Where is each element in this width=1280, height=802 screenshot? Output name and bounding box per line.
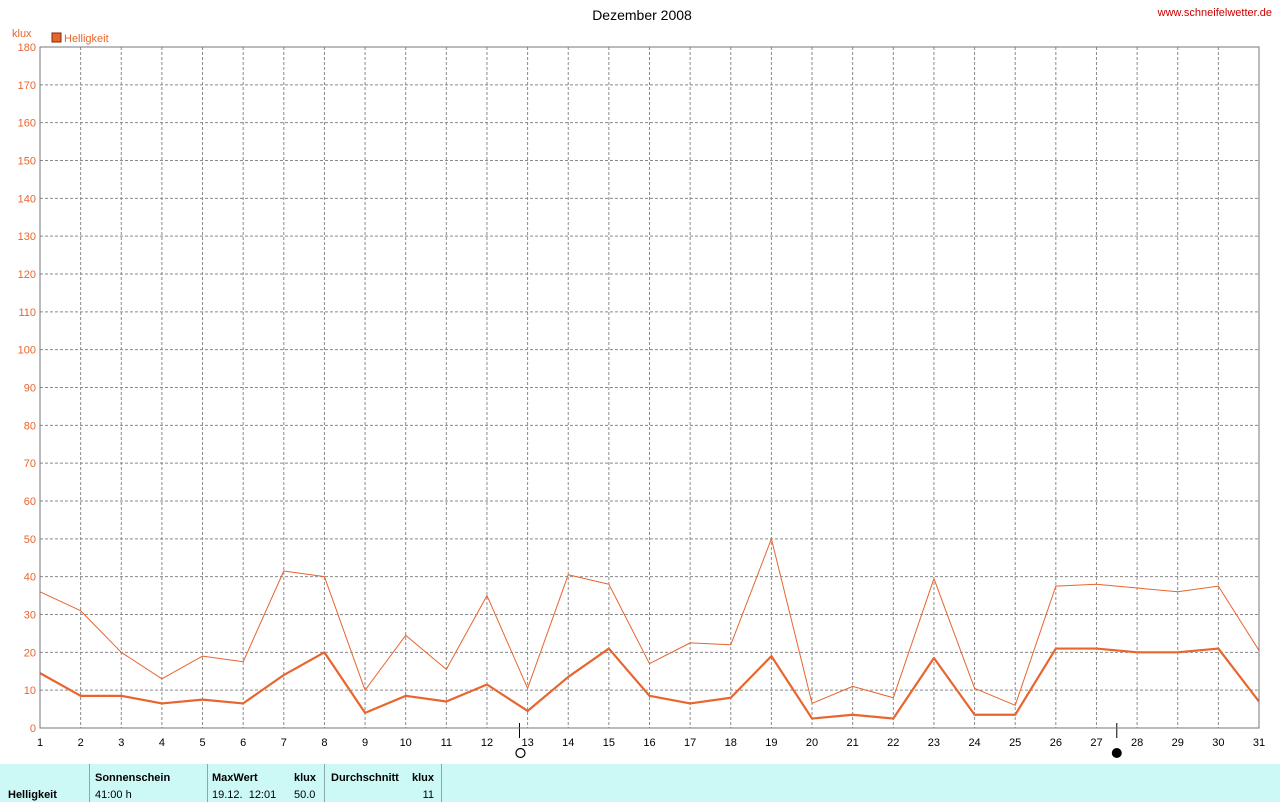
x-tick-label: 22 [887, 737, 899, 749]
y-tick-label: 80 [24, 420, 36, 432]
statistics-footer: Helligkeit Sonnenschein 41:00 h MaxWert … [0, 764, 1280, 802]
avg-header: Durchschnitt [331, 772, 399, 784]
footer-divider [441, 764, 442, 802]
max-header: MaxWert [212, 772, 258, 784]
max-value: 50.0 [294, 789, 316, 801]
y-tick-label: 140 [18, 193, 36, 205]
y-tick-label: 50 [24, 534, 36, 546]
new-moon-icon [1111, 748, 1122, 758]
x-tick-label: 30 [1212, 737, 1224, 749]
x-tick-label: 10 [400, 737, 412, 749]
plot-frame [39, 46, 1260, 729]
x-tick-label: 21 [847, 737, 859, 749]
y-tick-label: 170 [18, 80, 36, 92]
y-tick-label: 150 [18, 156, 36, 168]
y-tick-label: 100 [18, 345, 36, 357]
x-tick-label: 14 [562, 737, 574, 749]
x-tick-label: 9 [362, 737, 368, 749]
avg-value: 11 [422, 789, 434, 801]
y-tick-label: 130 [18, 231, 36, 243]
x-tick-label: 28 [1131, 737, 1143, 749]
x-tick-label: 19 [765, 737, 777, 749]
y-tick-label: 160 [18, 118, 36, 130]
moon-phases [515, 723, 1122, 759]
x-tick-label: 12 [481, 737, 493, 749]
site-url[interactable]: www.schneifelwetter.de [1157, 7, 1272, 19]
y-ticks: 0 10 20 30 40 50 60 70 80 90 100 110 120 130 140 150 160… [18, 42, 36, 735]
y-tick-label: 30 [24, 610, 36, 622]
x-tick-label: 26 [1050, 737, 1062, 749]
y-tick-label: 70 [24, 458, 36, 470]
footer-divider [207, 764, 208, 802]
x-tick-label: 20 [806, 737, 818, 749]
y-tick-label: 10 [24, 685, 36, 697]
x-tick-label: 25 [1009, 737, 1021, 749]
x-tick-label: 4 [159, 737, 165, 749]
x-tick-label: 31 [1253, 737, 1265, 749]
x-tick-label: 18 [725, 737, 737, 749]
y-tick-label: 0 [30, 723, 36, 735]
footer-row-label: Helligkeit [8, 789, 57, 801]
y-axis-unit: klux [12, 28, 32, 40]
max-date: 19.12. 12:01 [212, 789, 277, 801]
x-tick-label: 7 [281, 737, 287, 749]
x-tick-label: 6 [240, 737, 246, 749]
x-tick-label: 16 [643, 737, 655, 749]
legend-label: Helligkeit [64, 33, 109, 45]
sunshine-value: 41:00 h [95, 789, 132, 801]
legend-swatch [51, 32, 62, 43]
x-tick-label: 3 [118, 737, 124, 749]
x-tick-label: 23 [928, 737, 940, 749]
avg-unit: klux [412, 772, 435, 784]
series [39, 538, 1260, 720]
footer-divider [324, 764, 325, 802]
footer-divider [89, 764, 90, 802]
brightness-chart: Dezember 2008 www.schneifelwetter.de klu… [12, 7, 1272, 759]
y-tick-label: 20 [24, 647, 36, 659]
y-tick-label: 180 [18, 42, 36, 54]
series-line-average [39, 647, 1260, 720]
x-tick-label: 15 [603, 737, 615, 749]
y-tick-label: 60 [24, 496, 36, 508]
x-tick-label: 2 [78, 737, 84, 749]
x-tick-label: 11 [441, 737, 452, 749]
series-line-maximum [39, 538, 1260, 706]
y-tick-label: 90 [24, 383, 36, 395]
y-tick-label: 40 [24, 572, 36, 584]
y-tick-label: 120 [18, 269, 36, 281]
y-tick-label: 110 [18, 307, 36, 319]
x-ticks: 1 2 3 4 5 6 7 8 9 10 11 12 13 14 15 16 17 18 19 20 21 22 23 24 2… [37, 737, 1265, 749]
grid [40, 47, 1259, 728]
max-unit: klux [294, 772, 317, 784]
x-tick-label: 24 [968, 737, 980, 749]
x-tick-label: 1 [37, 737, 43, 749]
x-tick-label: 8 [321, 737, 327, 749]
chart-title: Dezember 2008 [592, 7, 692, 23]
x-tick-label: 13 [521, 737, 533, 749]
x-tick-label: 29 [1172, 737, 1184, 749]
x-tick-label: 5 [199, 737, 205, 749]
sunshine-header: Sonnenschein [95, 772, 171, 784]
x-tick-label: 27 [1090, 737, 1102, 749]
full-moon-icon [515, 747, 526, 759]
x-tick-label: 17 [684, 737, 696, 749]
